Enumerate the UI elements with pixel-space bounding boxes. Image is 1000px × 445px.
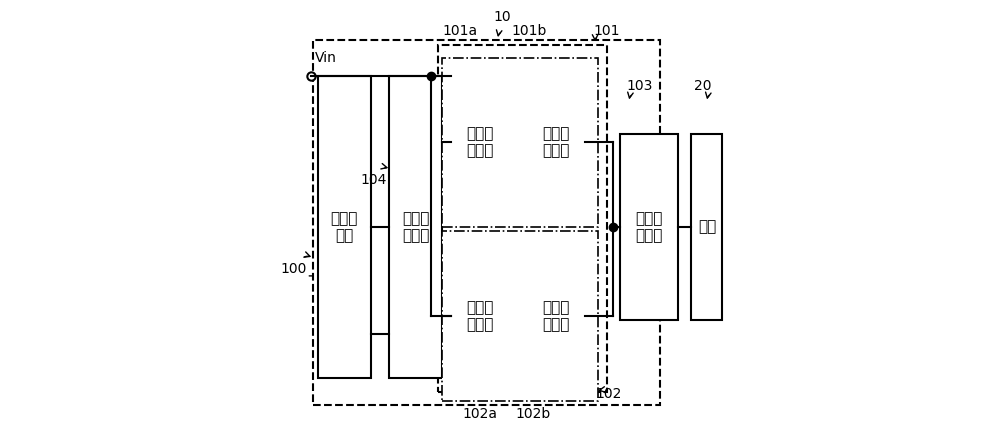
Text: 第一充
电单元: 第一充 电单元 <box>542 126 569 158</box>
Text: 102b: 102b <box>516 407 551 421</box>
Text: 第二充
电单元: 第二充 电单元 <box>542 300 569 332</box>
Text: 103: 103 <box>627 80 653 93</box>
FancyBboxPatch shape <box>389 76 442 378</box>
FancyBboxPatch shape <box>691 134 722 320</box>
FancyBboxPatch shape <box>442 231 598 400</box>
Text: 20: 20 <box>694 80 711 93</box>
Text: 102a: 102a <box>462 407 497 421</box>
FancyBboxPatch shape <box>527 245 585 387</box>
Text: Vin: Vin <box>315 51 337 65</box>
Text: 104: 104 <box>360 173 387 187</box>
Text: 电池: 电池 <box>698 219 716 235</box>
Text: 第一开
关单元: 第一开 关单元 <box>466 126 494 158</box>
Text: 100: 100 <box>280 262 306 276</box>
FancyBboxPatch shape <box>442 58 598 227</box>
Text: 电流调
整模块: 电流调 整模块 <box>402 211 429 243</box>
FancyBboxPatch shape <box>620 134 678 320</box>
Text: 102: 102 <box>596 387 622 401</box>
Text: 第二开
关单元: 第二开 关单元 <box>466 300 494 332</box>
FancyBboxPatch shape <box>318 76 371 378</box>
Text: 101b: 101b <box>511 24 547 38</box>
FancyBboxPatch shape <box>438 44 607 392</box>
FancyBboxPatch shape <box>451 245 509 387</box>
FancyBboxPatch shape <box>527 71 585 214</box>
Text: 电流输
出模块: 电流输 出模块 <box>635 211 663 243</box>
FancyBboxPatch shape <box>451 71 509 214</box>
Text: 101: 101 <box>593 24 620 38</box>
FancyBboxPatch shape <box>313 40 660 405</box>
Text: 多相控
制器: 多相控 制器 <box>331 211 358 243</box>
Text: 101a: 101a <box>442 24 478 38</box>
Text: 10: 10 <box>493 11 511 24</box>
